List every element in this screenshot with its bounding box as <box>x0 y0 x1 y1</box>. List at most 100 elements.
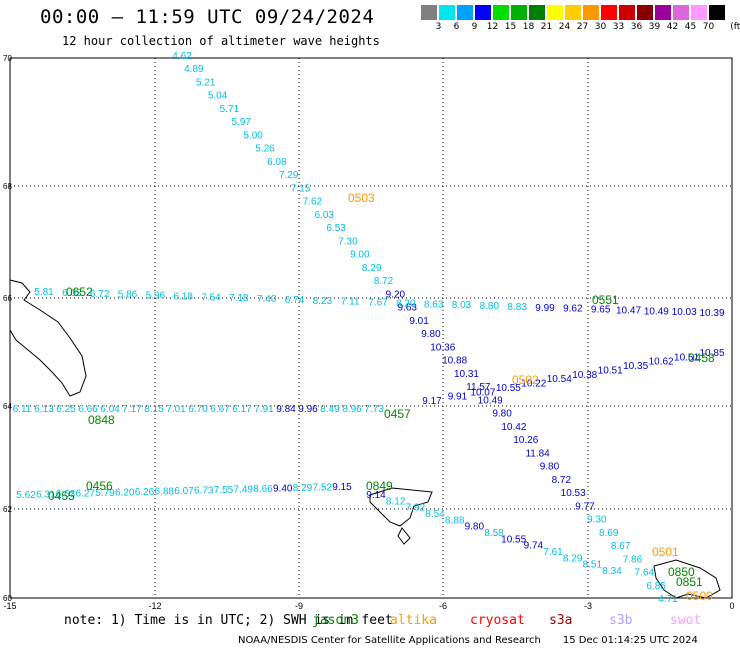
swh-value: 9.91 <box>448 392 468 403</box>
scale-label: 3 <box>435 22 442 32</box>
scale-label: 70 <box>702 22 715 32</box>
swh-value: 10.42 <box>501 422 526 433</box>
swh-value: 6.27 <box>76 489 96 500</box>
satellite-jason3: jason3 <box>312 613 359 628</box>
swh-value: 6.03 <box>62 288 82 299</box>
timestamp-text: 15 Dec 01:14:25 UTC 2024 <box>562 635 698 646</box>
scale-swatch <box>457 5 474 20</box>
swh-value: 8.69 <box>599 528 619 539</box>
swh-value: 9.30 <box>587 515 607 526</box>
swh-value: 8.88 <box>445 515 465 526</box>
swh-value: 5.21 <box>196 77 216 88</box>
track-0456-label: 0456 <box>86 479 113 493</box>
swh-value: 6.08 <box>267 157 287 168</box>
scale-label: 15 <box>504 22 517 32</box>
lon-label: -12 <box>148 601 161 611</box>
swh-value: 6.31 <box>36 490 56 501</box>
swh-value: 8.54 <box>425 509 445 520</box>
scale-swatch <box>637 5 654 20</box>
swh-value: 10.51 <box>674 352 699 363</box>
track-0457-label: 0457 <box>384 407 411 421</box>
swh-value: 9.80 <box>421 329 441 340</box>
satellite-s3a: s3a <box>549 613 573 628</box>
lat-label: 60 <box>3 594 12 603</box>
swh-value: 5.62 <box>16 490 36 501</box>
scale-swatch <box>601 5 618 20</box>
track-0848-label: 0848 <box>88 413 115 427</box>
swh-value: 7.01 <box>166 404 186 415</box>
swh-value: 5.79 <box>95 488 115 499</box>
scale-swatch <box>709 5 726 20</box>
map-frame <box>9 57 733 599</box>
swh-value: 7.62 <box>303 197 323 208</box>
scale-swatch <box>439 5 456 20</box>
swh-value: 6.20 <box>115 488 135 499</box>
swh-value: 6.17 <box>232 404 252 415</box>
swh-value: 9.15 <box>332 482 352 493</box>
track-0850-label: 0850 <box>668 565 695 579</box>
swh-value: 10.51 <box>598 365 623 376</box>
swh-value: 7.11 <box>341 297 360 308</box>
swh-value: 8.29 <box>362 263 382 274</box>
swh-value: 4.71 <box>658 594 678 605</box>
swh-value: 9.74 <box>524 541 544 552</box>
swh-value: 7.55 <box>214 485 234 496</box>
scale-swatch <box>565 5 582 20</box>
swh-value: 10.47 <box>616 305 641 316</box>
swh-value: 8.83 <box>507 302 527 313</box>
swh-value: 7.49 <box>234 485 254 496</box>
lat-label: 64 <box>3 402 12 411</box>
swh-value: 6.72 <box>90 289 110 300</box>
swh-value: 6.18 <box>173 291 193 302</box>
swh-value: 10.54 <box>547 374 572 385</box>
swh-value: 7.18 <box>229 293 249 304</box>
swh-value: 10.36 <box>430 342 455 353</box>
swh-value: 5.26 <box>255 144 275 155</box>
swh-value: 5.97 <box>232 117 252 128</box>
swh-value: 9.14 <box>366 490 386 501</box>
scale-label: 30 <box>594 22 607 32</box>
scale-swatch <box>583 5 600 20</box>
swh-value: 9.96 <box>298 404 318 415</box>
scale-label: 39 <box>648 22 661 32</box>
swh-value: 10.88 <box>442 356 467 367</box>
swh-value: 10.22 <box>521 379 546 390</box>
swh-value: 6.74 <box>285 295 305 306</box>
scale-swatch <box>655 5 672 20</box>
swh-value: 11.84 <box>525 448 550 459</box>
scale-swatch <box>673 5 690 20</box>
scale-label: 45 <box>684 22 697 32</box>
swh-value: 6.03 <box>315 210 335 221</box>
swh-value: 10.03 <box>672 307 697 318</box>
scale-label: 42 <box>666 22 679 32</box>
swh-value: 7.52 <box>313 483 333 494</box>
lat-label: 70 <box>3 54 12 63</box>
swh-value: 6.53 <box>326 223 346 234</box>
swh-value: 6.11 <box>13 404 32 415</box>
swh-value: 6.07 <box>174 486 194 497</box>
track-0849-label: 0849 <box>366 479 393 493</box>
swh-value: 8.51 <box>583 560 603 571</box>
swh-value: 5.86 <box>118 290 138 301</box>
swh-value: 7.73 <box>364 404 384 415</box>
coastline <box>9 279 87 397</box>
swh-value: 8.03 <box>452 300 472 311</box>
track-0455-label: 0455 <box>48 489 75 503</box>
credit-text: NOAA/NESDIS Center for Satellite Applica… <box>238 635 541 646</box>
footnote: note: 1) Time is in UTC; 2) SWH is in fe… <box>64 613 393 628</box>
swh-value: 10.49 <box>644 306 669 317</box>
swh-value: 6.63 <box>56 489 76 500</box>
swh-value: 6.73 <box>194 486 214 497</box>
satellite-cryosat: cryosat <box>470 613 525 628</box>
swh-value: 5.00 <box>243 130 263 141</box>
lat-label: 66 <box>3 294 12 303</box>
lon-label: -3 <box>584 601 592 611</box>
swh-value: 7.40 <box>257 294 277 305</box>
scale-label: 24 <box>558 22 571 32</box>
swh-value: 10.31 <box>454 369 479 380</box>
swh-value: 9.00 <box>350 250 370 261</box>
satellite-s3b: s3b <box>609 613 633 628</box>
swh-value: 9.20 <box>386 289 406 300</box>
swh-value: 8.96 <box>342 404 362 415</box>
